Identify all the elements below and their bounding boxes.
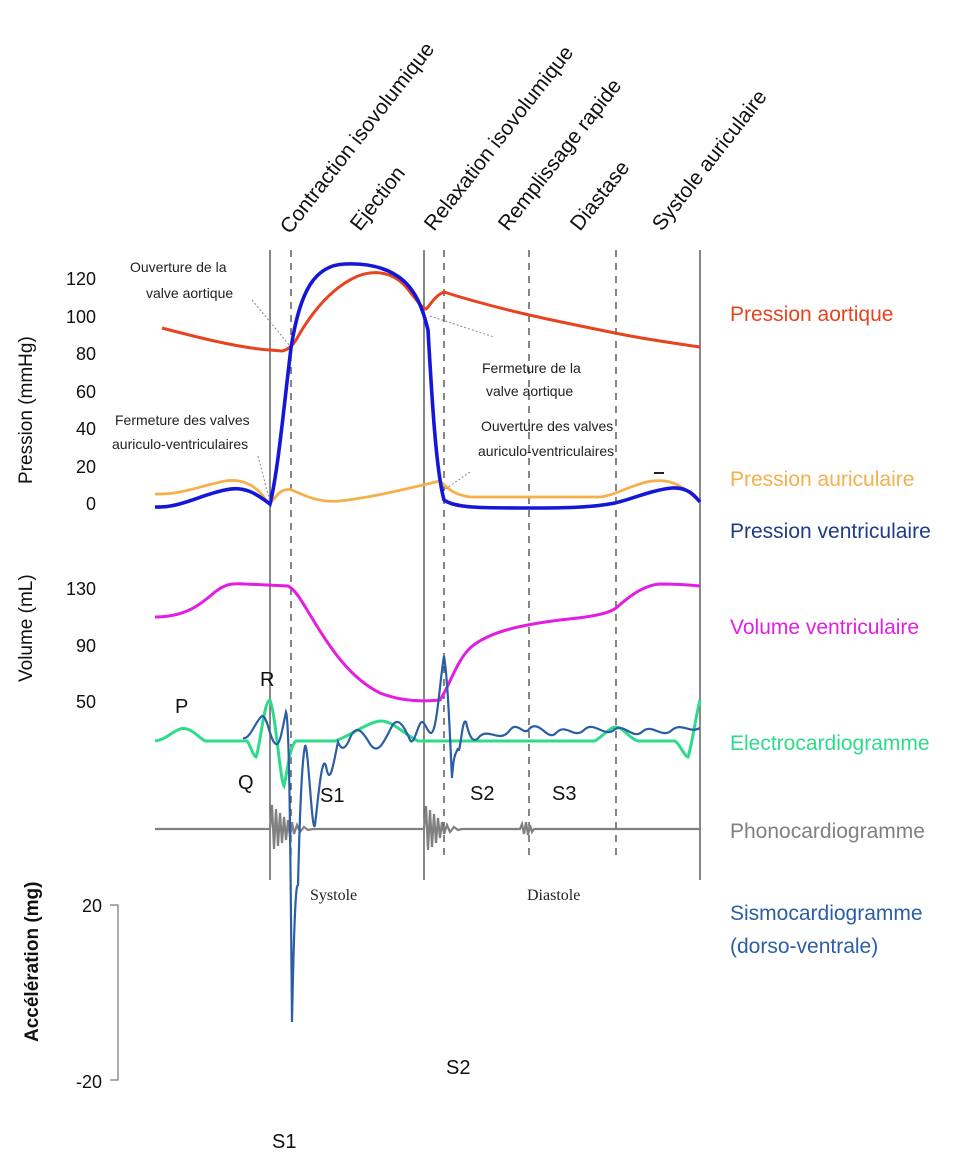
volume-axis: Volume (mL) 130 90 50 — [16, 574, 96, 712]
diastole-label: Diastole — [527, 887, 580, 904]
volume-tick-130: 130 — [66, 579, 96, 599]
legend-phonocardiogram: Phonocardiogramme — [730, 820, 925, 843]
pressure-tick-80: 80 — [76, 344, 96, 364]
aortic-close-pointer — [429, 315, 495, 338]
pressure-tick-100: 100 — [66, 307, 96, 327]
systole-label: Systole — [310, 887, 357, 904]
phase-lines — [269, 250, 701, 880]
acceleration-axis-label: Accélération (mg) — [22, 882, 43, 1042]
pressure-tick-0: 0 — [86, 494, 96, 514]
volume-tick-50: 50 — [76, 692, 96, 712]
scg-s2-label: S2 — [446, 1057, 470, 1079]
phase-diastase: Diastase — [566, 157, 634, 236]
ecg-q-wave-label: Q — [238, 772, 254, 794]
ecg-curve — [154, 698, 702, 790]
legend-ventricular-pressure: Pression ventriculaire — [730, 520, 931, 543]
pcg-curve — [155, 804, 700, 851]
ecg-r-wave-label: R — [260, 669, 274, 691]
legend-ventricular-volume: Volume ventriculaire — [730, 616, 919, 639]
pcg-s3-label: S3 — [552, 783, 576, 805]
aortic-open-annotation-line2: valve aortique — [146, 285, 233, 301]
scg-sound-labels: S1 S2 — [272, 1057, 470, 1153]
pressure-tick-60: 60 — [76, 382, 96, 402]
ecg-wave-labels: P Q R — [175, 669, 274, 794]
pressure-tick-40: 40 — [76, 419, 96, 439]
phase-systole-auriculaire: Systole auriculaire — [648, 86, 772, 235]
atrial-pressure-curve — [154, 479, 701, 507]
heart-sound-labels: S1 S2 S3 — [320, 783, 576, 807]
legend-aortic-pressure: Pression aortique — [730, 303, 893, 326]
phase-ejection: Ejection — [346, 162, 410, 235]
annotation-pointers — [251, 299, 664, 503]
scg-curve — [242, 655, 701, 1023]
phase-relaxation-isovolumique: Relaxation isovolumique — [420, 42, 578, 236]
aortic-open-pointer — [251, 299, 291, 347]
period-labels: Systole Diastole — [310, 887, 580, 904]
acceleration-tick-minus-20: -20 — [76, 1072, 102, 1092]
volume-axis-label: Volume (mL) — [16, 574, 37, 682]
pcg-s1-label: S1 — [320, 785, 344, 807]
legend-seismocardiogram-axis: (dorso-ventrale) — [730, 935, 878, 958]
aortic-pressure-curve — [161, 271, 701, 353]
acceleration-tick-20: 20 — [82, 896, 102, 916]
acceleration-axis: Accélération (mg) 20 -20 — [22, 882, 119, 1092]
aortic-close-annotation-line2: valve aortique — [486, 383, 573, 399]
legend: Pression aortique Pression auriculaire P… — [730, 303, 931, 958]
phase-headers: Contraction isovolumique Ejection Relaxa… — [276, 38, 772, 238]
av-close-annotation-line2: auriculo-ventriculaires — [112, 436, 248, 452]
scg-s1-label: S1 — [272, 1131, 296, 1153]
acceleration-axis-bracket — [110, 904, 119, 1081]
legend-atrial-pressure: Pression auriculaire — [730, 468, 914, 491]
av-open-pointer — [443, 471, 471, 491]
legend-electrocardiogram: Electrocardiogramme — [730, 732, 930, 755]
av-open-annotation-line1: Ouverture des valves — [481, 418, 613, 434]
aortic-open-annotation-line1: Ouverture de la — [130, 259, 227, 275]
pressure-curves — [154, 262, 702, 510]
phase-remplissage-rapide: Remplissage rapide — [494, 75, 626, 235]
pressure-axis: Pression (mmHg) 120 100 80 60 40 20 0 — [16, 269, 96, 514]
ecg-p-wave-label: P — [175, 696, 188, 718]
pressure-axis-label: Pression (mmHg) — [16, 336, 37, 484]
legend-seismocardiogram: Sismocardiogramme — [730, 902, 923, 925]
av-open-annotation-line2: auriculo-ventriculaires — [478, 443, 614, 459]
ventricular-pressure-curve — [154, 262, 702, 510]
aortic-close-annotation-line1: Fermeture de la — [482, 360, 581, 376]
annotations: Ouverture de la valve aortique Fermeture… — [112, 259, 614, 459]
pcg-s2-label: S2 — [470, 783, 494, 805]
pressure-tick-20: 20 — [76, 457, 96, 477]
pressure-tick-120: 120 — [66, 269, 96, 289]
av-close-annotation-line1: Fermeture des valves — [115, 412, 250, 428]
volume-tick-90: 90 — [76, 636, 96, 656]
volume-curve — [154, 582, 701, 703]
